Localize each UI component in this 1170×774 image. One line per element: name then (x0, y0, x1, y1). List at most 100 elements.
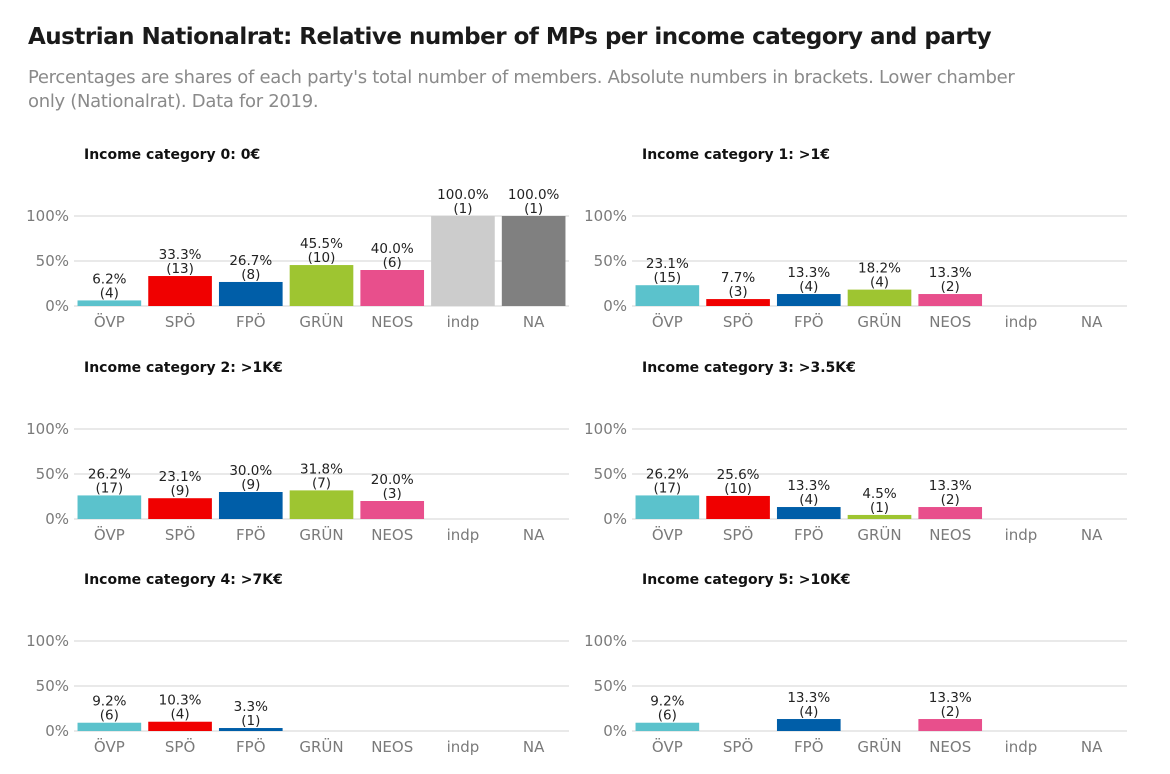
bar-ovp (635, 495, 700, 519)
x-tick-label-na: NA (1081, 313, 1103, 331)
data-label-pct: 30.0% (229, 463, 272, 479)
bar-fpo (776, 294, 841, 306)
bar-neos (360, 501, 425, 519)
y-tick-label: 100% (584, 207, 627, 225)
bar-grun (847, 514, 912, 519)
x-tick-label-neos: NEOS (371, 526, 413, 544)
data-label-count: (10) (724, 481, 752, 497)
data-label-pct: 23.1% (646, 256, 689, 272)
bar-fpo (218, 281, 283, 306)
data-label-pct: 40.0% (371, 241, 414, 257)
data-label-count: (17) (95, 480, 123, 496)
y-tick-label: 0% (45, 297, 69, 315)
x-tick-label-ovp: ÖVP (94, 525, 125, 544)
data-label-count: (10) (308, 250, 336, 266)
data-label-pct: 26.7% (229, 253, 272, 269)
panel-2: Income category 2: >1K€ 100% 50% 0% ÖVP 26.2%… (26, 360, 569, 544)
x-tick-label-grun: GRÜN (857, 737, 901, 756)
x-tick-label-spo: SPÖ (723, 312, 753, 331)
x-tick-label-grun: GRÜN (299, 525, 343, 544)
data-label-pct: 13.3% (787, 690, 830, 706)
bar-grun (847, 289, 912, 306)
data-label-pct: 31.8% (300, 461, 343, 477)
bar-na (501, 216, 566, 306)
data-label-pct: 20.0% (371, 472, 414, 488)
data-label-pct: 26.2% (88, 466, 131, 482)
bar-spo (706, 495, 770, 519)
data-label-count: (1) (870, 500, 889, 516)
data-label-count: (2) (941, 492, 960, 508)
data-label-count: (8) (241, 267, 260, 283)
bar-ovp (77, 300, 142, 306)
bar-spo (706, 299, 770, 306)
data-label-count: (3) (729, 284, 748, 300)
bar-spo (148, 276, 212, 306)
data-label-count: (4) (799, 492, 818, 508)
data-label-pct: 45.5% (300, 236, 343, 252)
bar-ovp (77, 722, 142, 731)
data-label-pct: 7.7% (721, 270, 755, 286)
y-tick-label: 0% (603, 510, 627, 528)
y-tick-label: 0% (603, 297, 627, 315)
x-tick-label-grun: GRÜN (857, 525, 901, 544)
panel-title: Income category 2: >1K€ (84, 360, 283, 376)
y-tick-label: 100% (26, 632, 69, 650)
data-label-count: (1) (241, 713, 260, 729)
data-label-pct: 100.0% (437, 187, 489, 203)
panel-1: Income category 1: >1€100%50%0%ÖVP23.1%(… (584, 147, 1127, 331)
x-tick-label-neos: NEOS (371, 738, 413, 756)
x-tick-label-indp: indp (1005, 313, 1038, 331)
x-tick-label-ovp: ÖVP (94, 312, 125, 331)
bar-neos (918, 507, 983, 519)
y-tick-label: 50% (36, 677, 69, 695)
y-tick-label: 0% (45, 722, 69, 740)
bar-fpo (218, 728, 283, 731)
bar-ovp (77, 495, 142, 519)
data-label-pct: 13.3% (929, 690, 972, 706)
bar-spo (148, 498, 212, 519)
x-tick-label-indp: indp (1005, 526, 1038, 544)
x-tick-label-indp: indp (447, 526, 480, 544)
data-label-count: (4) (100, 285, 119, 301)
data-label-pct: 13.3% (929, 478, 972, 494)
data-label-pct: 3.3% (234, 699, 268, 715)
panel-title: Income category 4: >7K€ (84, 572, 283, 588)
chart-title: Austrian Nationalrat: Relative number of… (28, 24, 992, 50)
chart-subtitle: Percentages are shares of each party's t… (28, 67, 1015, 112)
y-tick-label: 50% (594, 677, 627, 695)
y-tick-label: 0% (45, 510, 69, 528)
panel-title: Income category 1: >1€ (642, 147, 830, 163)
data-label-count: (9) (241, 477, 260, 493)
panel-title: Income category 0: 0€ (84, 147, 260, 163)
data-label-pct: 26.2% (646, 466, 689, 482)
x-tick-label-indp: indp (1005, 738, 1038, 756)
x-tick-label-ovp: ÖVP (94, 737, 125, 756)
x-tick-label-na: NA (523, 738, 545, 756)
x-tick-label-fpo: FPÖ (794, 737, 823, 756)
x-tick-label-na: NA (1081, 526, 1103, 544)
bar-grun (289, 265, 354, 306)
bar-neos (918, 294, 983, 306)
x-tick-label-neos: NEOS (929, 526, 971, 544)
x-tick-label-fpo: FPÖ (794, 525, 823, 544)
y-tick-label: 50% (594, 465, 627, 483)
data-label-count: (4) (171, 707, 190, 723)
y-tick-label: 50% (36, 252, 69, 270)
bar-grun (289, 490, 354, 519)
data-label-count: (6) (383, 255, 402, 271)
y-tick-label: 100% (584, 632, 627, 650)
panel-5: Income category 5: >10K€ 100% 50% 0% ÖVP 9.2%… (584, 572, 1127, 756)
data-label-count: (9) (171, 483, 190, 499)
bar-neos (918, 719, 983, 731)
data-label-pct: 13.3% (929, 265, 972, 281)
bar-spo (148, 721, 212, 731)
x-tick-label-fpo: FPÖ (236, 737, 265, 756)
bar-neos (360, 270, 425, 306)
data-label-pct: 33.3% (159, 247, 202, 263)
x-tick-label-fpo: FPÖ (794, 312, 823, 331)
bar-indp (431, 216, 495, 306)
bar-fpo (776, 719, 841, 731)
x-tick-label-neos: NEOS (929, 738, 971, 756)
data-label-pct: 25.6% (717, 467, 760, 483)
